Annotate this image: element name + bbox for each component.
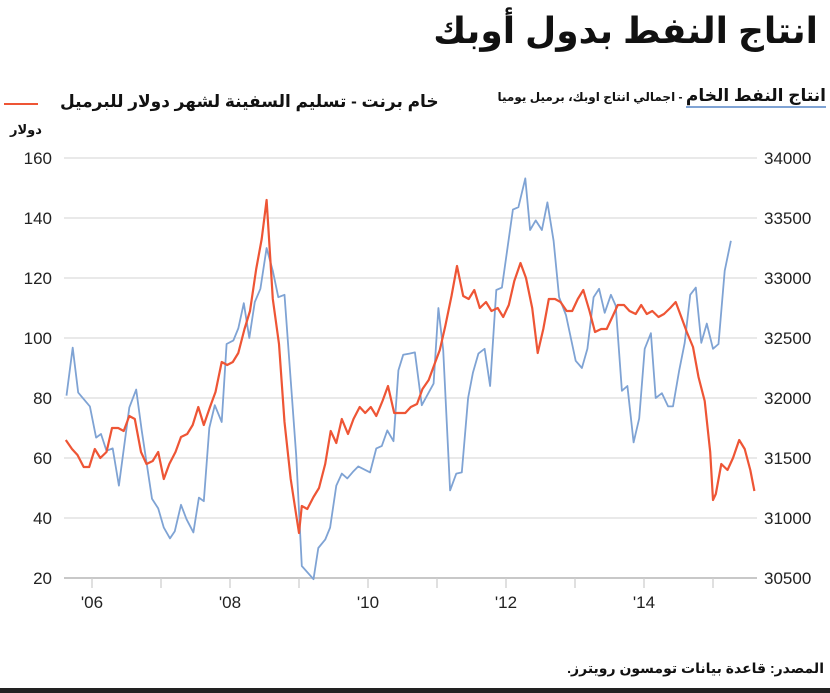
chart-title: انتاج النفط بدول أوبك xyxy=(433,10,818,51)
x-tick-label: '08 xyxy=(219,593,241,612)
left-axis: 20 40 60 80 100 120 140 160 xyxy=(24,149,52,588)
left-tick-label: 120 xyxy=(24,269,52,288)
opec-production-line xyxy=(65,177,732,581)
left-tick-label: 20 xyxy=(33,569,52,588)
bottom-bar xyxy=(0,688,830,693)
left-tick-label: 100 xyxy=(24,329,52,348)
left-tick-label: 160 xyxy=(24,149,52,168)
left-tick-label: 80 xyxy=(33,389,52,408)
right-tick-label: 33500 xyxy=(764,209,811,228)
x-tick-label: '14 xyxy=(633,593,655,612)
left-axis-unit: دولار xyxy=(10,122,42,137)
right-tick-label: 34000 xyxy=(764,149,811,168)
right-tick-label: 32500 xyxy=(764,329,811,348)
legend-brent: خام برنت - تسليم السفينة لشهر دولار للبر… xyxy=(60,92,439,111)
right-tick-label: 30500 xyxy=(764,569,811,588)
legend-brent-swatch xyxy=(4,103,38,105)
left-tick-label: 60 xyxy=(33,449,52,468)
right-axis: 30500 31000 31500 32000 32500 33000 33500 34000 xyxy=(764,149,811,588)
legend-opec-main: انتاج النفط الخام xyxy=(685,86,826,108)
legend-opec: انتاج النفط الخام - اجمالي انتاج اوبك، ب… xyxy=(497,86,826,108)
brent-price-line xyxy=(64,198,756,535)
right-tick-label: 33000 xyxy=(764,269,811,288)
x-tick-label: '12 xyxy=(495,593,517,612)
source-note: المصدر: قاعدة بيانات تومسون رويترز. xyxy=(567,660,824,676)
x-axis: '06 '08 '10 '12 '14 xyxy=(81,578,714,612)
right-tick-label: 31500 xyxy=(764,449,811,468)
series-lines xyxy=(64,177,756,581)
x-tick-label: '06 xyxy=(81,593,103,612)
x-tick-label: '10 xyxy=(357,593,379,612)
legend-opec-sub: - اجمالي انتاج اوبك، برميل يوميا xyxy=(497,90,686,104)
left-tick-label: 140 xyxy=(24,209,52,228)
right-tick-label: 31000 xyxy=(764,509,811,528)
left-tick-label: 40 xyxy=(33,509,52,528)
right-tick-label: 32000 xyxy=(764,389,811,408)
